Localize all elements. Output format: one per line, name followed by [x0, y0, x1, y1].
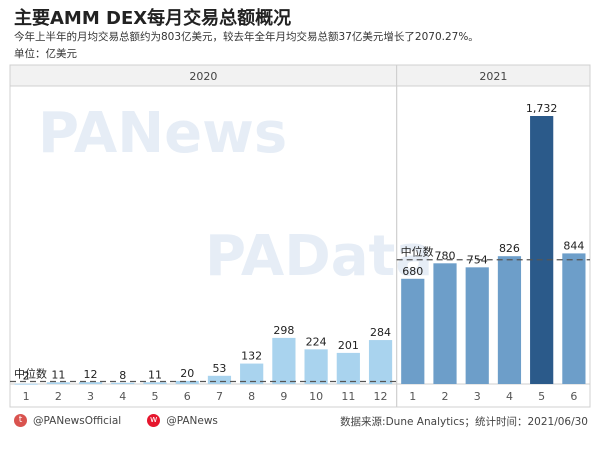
x-tick-label: 1: [23, 390, 30, 403]
bar-value-label: 8: [119, 369, 126, 382]
bar-value-label: 12: [84, 368, 98, 381]
bar: [240, 363, 264, 384]
median-label: 中位数: [401, 245, 434, 259]
bar: [497, 256, 522, 384]
bar: [304, 349, 328, 384]
bar: [207, 375, 232, 384]
x-tick-label: 3: [87, 390, 94, 403]
bar-value-label: 680: [402, 265, 423, 278]
twitter-handle: @PANewsOfficial: [33, 414, 122, 427]
bar: [433, 263, 457, 384]
x-tick-label: 6: [184, 390, 191, 403]
bar: [143, 382, 167, 384]
bar-value-label: 1,732: [526, 102, 558, 115]
bar-value-label: 201: [338, 339, 359, 352]
bar: [111, 382, 135, 384]
bar: [78, 382, 103, 384]
bar-value-label: 826: [499, 242, 520, 255]
x-tick-label: 3: [474, 390, 481, 403]
bar: [175, 380, 199, 384]
bar-value-label: 2: [23, 370, 30, 383]
bar-value-label: 53: [212, 362, 226, 375]
panel-year-label: 2021: [479, 70, 507, 83]
x-tick-label: 10: [309, 390, 323, 403]
x-tick-label: 12: [374, 390, 388, 403]
bar: [401, 278, 425, 384]
bar-value-label: 298: [273, 324, 294, 337]
median-label: 中位数: [14, 367, 47, 381]
bar: [562, 253, 586, 384]
panel-year-label: 2020: [189, 70, 217, 83]
bar-value-label: 284: [370, 326, 391, 339]
bar-value-label: 224: [306, 335, 327, 348]
bar-value-label: 844: [563, 239, 584, 252]
watermark-panews: PANews: [38, 101, 287, 166]
bar: [465, 267, 489, 384]
x-tick-label: 5: [538, 390, 545, 403]
x-tick-label: 6: [570, 390, 577, 403]
x-tick-label: 8: [248, 390, 255, 403]
bar-value-label: 780: [435, 249, 456, 262]
unit-label: 单位：亿美元: [14, 48, 77, 60]
bar: [272, 337, 296, 384]
weibo-icon: w: [147, 414, 161, 427]
chart-subtitle: 今年上半年的月均交易总额约为803亿美元，较去年全年月均交易总额37亿美元增长了…: [14, 31, 479, 43]
chart-title: 主要AMM DEX每月交易总额概况: [14, 8, 292, 29]
footer-social: t @PANewsOfficial w @PANews: [14, 414, 218, 427]
bar: [530, 116, 554, 384]
bar: [14, 383, 38, 385]
x-tick-label: 1: [409, 390, 416, 403]
data-source: 数据来源:Dune Analytics；统计时间：2021/06/30: [340, 416, 588, 428]
panel-header: [396, 64, 591, 87]
bar-value-label: 132: [241, 350, 262, 363]
weibo-handle: @PANews: [166, 414, 218, 427]
bar: [336, 352, 360, 384]
x-tick-label: 2: [442, 390, 449, 403]
bar-value-label: 11: [148, 368, 162, 381]
bar-value-label: 20: [180, 367, 194, 380]
bar: [368, 340, 393, 384]
bar: [46, 382, 70, 384]
x-tick-label: 11: [341, 390, 355, 403]
x-tick-label: 7: [216, 390, 223, 403]
twitter-icon: t: [14, 414, 27, 427]
x-tick-label: 2: [55, 390, 62, 403]
watermark-padata: PAData: [205, 224, 433, 289]
x-tick-label: 9: [280, 390, 287, 403]
x-tick-label: 4: [506, 390, 513, 403]
x-tick-label: 5: [152, 390, 159, 403]
bar-value-label: 11: [51, 368, 65, 381]
x-tick-label: 4: [119, 390, 126, 403]
